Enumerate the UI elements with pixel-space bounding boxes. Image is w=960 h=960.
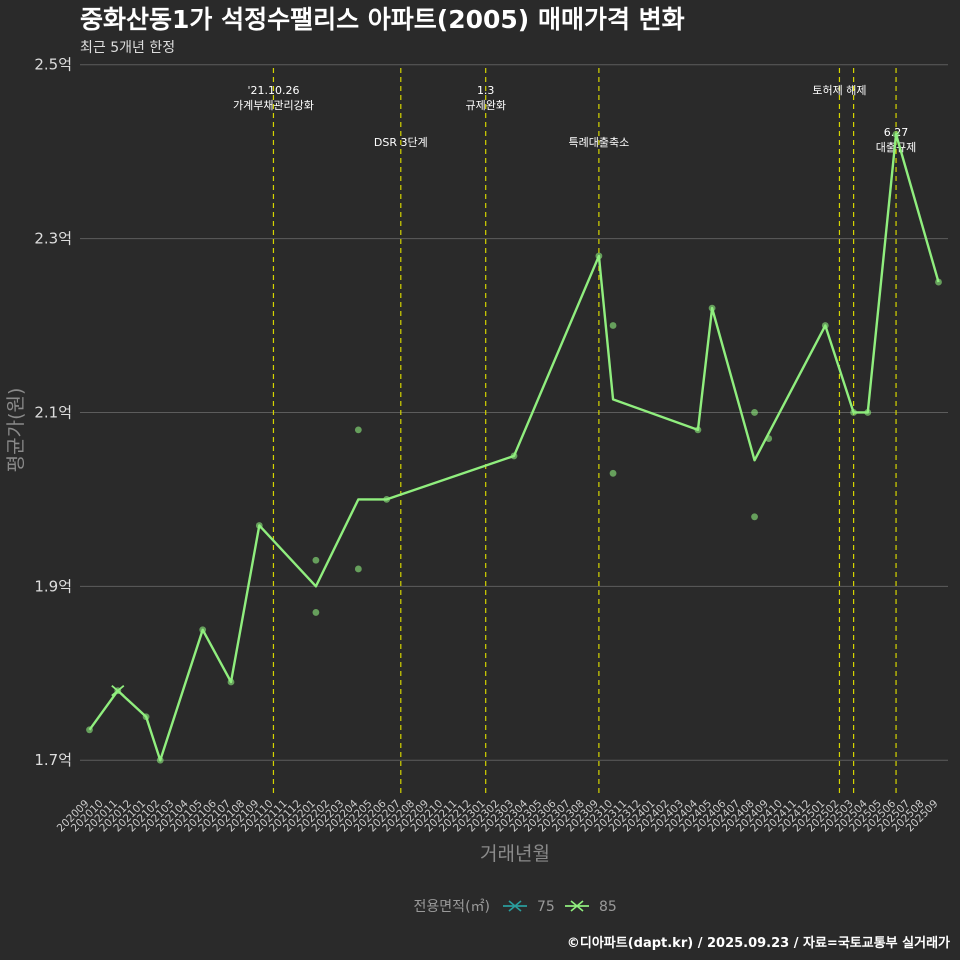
data-point [850,409,857,416]
data-point [595,252,603,260]
y-tick-label: 2.1억 [34,403,72,421]
y-axis: 1.7억 1.9억 2.1억 2.3억 2.5억 [34,56,72,770]
data-point [354,565,362,573]
event-label: 가계부채관리강화 [233,99,314,112]
event-label: '21.10.26 [247,84,299,97]
data-point [142,713,150,721]
data-point [694,426,702,434]
caption: ©디아파트(dapt.kr) / 2025.09.23 / 자료=국토교통부 실… [567,935,950,951]
data-point [765,435,773,442]
data-point [227,678,235,686]
data-point [751,513,758,521]
x-axis-title: 거래년월 [480,843,550,865]
event-label: 규제완화 [465,99,505,112]
grid [80,64,948,761]
point-marker-75 [111,684,125,697]
y-tick-label: 1.9억 [34,577,72,595]
legend-key-marker [570,900,584,912]
legend-label-85: 85 [599,899,617,915]
legend-title: 전용면적(㎡) [414,899,490,915]
legend-label-75: 75 [537,899,555,915]
data-point [892,130,900,138]
y-tick-label: 1.7억 [34,751,72,769]
series-layer [86,130,942,764]
data-point [312,609,320,616]
event-label: 특례대출축소 [569,136,630,149]
data-point [312,556,320,564]
y-tick-label: 2.3억 [34,230,72,248]
legend: 전용면적(㎡) 75 85 [414,899,617,915]
data-point [821,322,829,329]
event-label: 대출규제 [876,141,916,154]
data-point [609,469,617,477]
data-point [354,426,362,434]
data-point [255,522,263,529]
event-label: 1.3 [477,84,495,97]
event-label: DSR 3단계 [374,136,428,149]
data-point [864,409,872,416]
data-point [199,626,207,634]
chart-title: 중화산동1가 석정수팰리스 아파트(2005) 매매가격 변화 [80,5,685,34]
y-axis-title: 평균가(원) [5,388,27,473]
y-tick-label: 2.5억 [34,56,72,74]
data-point [156,756,164,764]
data-point [708,304,716,312]
chart-subtitle: 최근 5개년 한정 [80,40,175,56]
data-point [751,409,758,416]
data-point [383,496,391,503]
series-line-85 [88,133,940,762]
data-point [935,278,942,286]
legend-key-marker [508,900,522,912]
x-axis: 2020092020102020112020122021012021022021… [55,797,941,834]
data-point [510,452,518,460]
data-point [609,322,617,329]
data-point [86,726,93,734]
event-label: 토허제 해제 [812,83,866,97]
